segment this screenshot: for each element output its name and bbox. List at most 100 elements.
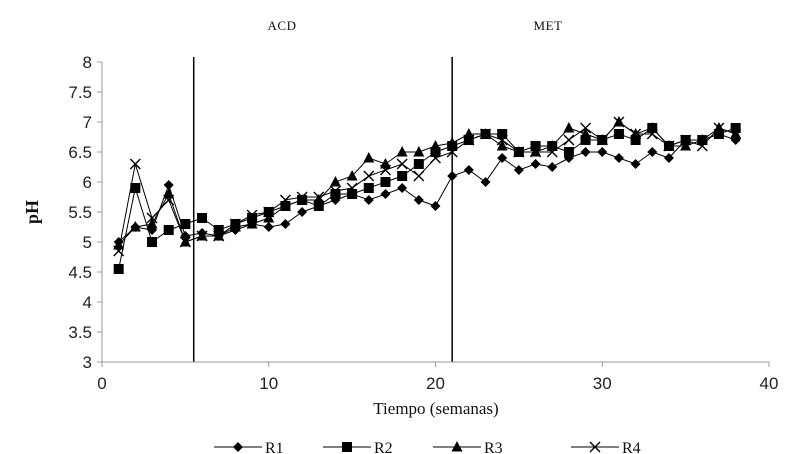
data-point-cross [730,128,742,140]
data-point-cross [630,128,642,140]
data-point-cross [696,140,708,152]
data-point-triangle [279,200,291,211]
y-tick-label: 4 [83,293,92,312]
data-point-diamond [447,171,458,181]
data-point-triangle [396,146,408,157]
phase-label: ACD [268,18,297,33]
phase-label: MET [534,18,563,33]
data-point-cross [680,134,692,146]
data-point-square [180,219,191,229]
legend-item-r2: R2 [323,440,393,454]
data-point-diamond [363,195,374,205]
data-point-triangle [563,122,575,133]
data-point-diamond [613,153,624,163]
data-point-triangle [229,221,241,232]
axes-layer [101,62,769,363]
data-point-cross [296,191,308,203]
data-point-square [413,159,424,169]
data-point-diamond [163,180,174,190]
data-point-diamond [530,159,541,169]
data-point-triangle [451,441,463,452]
data-point-cross [113,245,125,257]
data-point-triangle [146,218,158,229]
data-point-diamond [580,147,591,157]
data-point-diamond [480,177,491,187]
data-point-square [347,189,358,199]
data-point-triangle [463,128,475,139]
data-point-square [113,264,124,274]
data-point-triangle [313,194,325,205]
data-point-cross [430,152,441,164]
data-point-cross [313,191,325,203]
data-point-triangle [430,140,441,151]
data-point-square [497,129,508,139]
data-point-cross [496,134,508,146]
data-point-diamond [663,153,674,163]
data-point-diamond [430,201,441,211]
series-layer [113,116,742,274]
legend-item-r3: R3 [433,440,503,454]
data-point-cross [246,209,258,221]
y-tick-label: 7.5 [68,83,92,102]
y-tick-label: 6.5 [68,143,92,162]
data-point-triangle [413,146,425,157]
data-point-cross [329,185,341,197]
data-point-cross [196,230,208,242]
data-point-cross [463,134,475,146]
data-point-cross [363,170,375,182]
data-point-cross [229,218,241,230]
data-point-triangle [263,212,275,223]
data-point-square [330,189,341,199]
data-point-cross [580,122,592,134]
data-point-cross [446,146,458,158]
data-point-triangle [646,122,658,133]
data-point-triangle [446,137,458,148]
data-point-diamond [630,159,641,169]
legend-label: R4 [622,440,641,454]
legend-item-r1: R1 [214,440,284,454]
data-point-triangle [296,194,308,205]
data-point-cross [263,206,275,218]
data-point-cross [596,134,608,146]
series-r3 [113,116,742,250]
y-tick-label: 5.5 [68,203,92,222]
legend-label: R2 [374,440,393,454]
data-point-triangle [580,128,592,139]
data-point-triangle [329,176,341,187]
y-tick-label: 3 [83,353,92,372]
data-point-triangle [129,221,141,232]
data-point-square [430,147,441,157]
y-axis-title: pH [22,200,42,224]
data-point-diamond [380,189,391,199]
data-point-square [197,213,208,223]
data-point-cross [546,146,558,158]
x-tick-label: 30 [593,374,612,393]
data-point-square [613,129,624,139]
data-point-cross [413,170,425,182]
data-point-square [380,177,391,187]
legend-label: R1 [265,440,284,454]
data-point-cross [480,128,492,140]
data-point-triangle [379,158,391,169]
data-point-cross [589,441,601,453]
data-point-diamond [233,442,243,452]
data-point-triangle [496,140,508,151]
data-point-cross [179,236,191,248]
data-point-square [130,183,141,193]
series-line-r1 [118,133,736,243]
data-point-cross [663,140,675,152]
data-point-diamond [497,153,508,163]
data-point-cross [346,182,358,194]
data-point-square [163,225,174,235]
y-tick-label: 5 [83,233,92,252]
y-tick-label: 4.5 [68,263,92,282]
data-point-diamond [647,147,658,157]
data-point-cross [613,116,625,128]
data-point-diamond [263,222,274,232]
data-point-square [313,201,324,211]
data-point-diamond [463,165,474,175]
data-point-cross [279,194,291,206]
data-point-cross [563,134,575,146]
data-point-square [713,129,724,139]
data-point-diamond [547,162,558,172]
